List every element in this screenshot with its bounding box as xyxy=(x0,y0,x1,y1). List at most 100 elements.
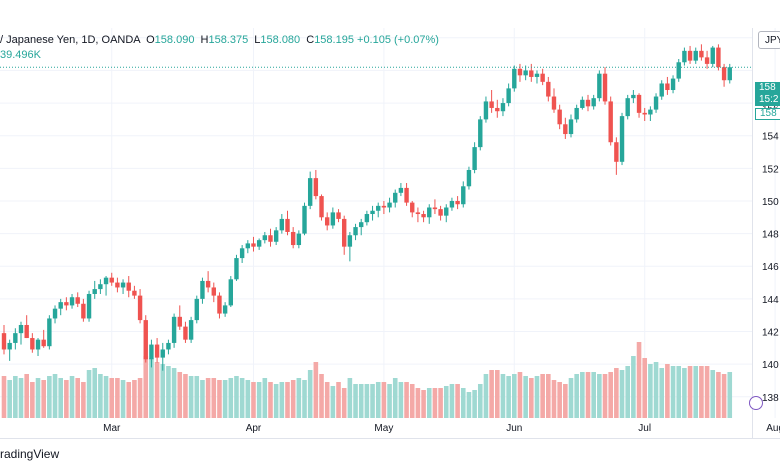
auto-scale-icon[interactable] xyxy=(749,396,763,410)
candle-body xyxy=(438,209,443,216)
volume-bar xyxy=(398,382,404,418)
volume-bar xyxy=(302,380,307,418)
candle-body xyxy=(461,186,466,205)
volume-bar xyxy=(7,380,12,418)
candle-body xyxy=(710,47,715,64)
legend-ohlc: / Japanese Yen, 1D, OANDA O158.090 H158.… xyxy=(0,34,439,46)
last-price-label: 158 xyxy=(755,82,780,94)
candle-body xyxy=(472,147,477,170)
volume-bar xyxy=(81,382,86,418)
volume-bar xyxy=(466,392,472,418)
high-value: 158.375 xyxy=(208,34,249,46)
candle-body xyxy=(614,142,619,162)
volume-bar xyxy=(143,356,149,418)
volume-bar xyxy=(262,378,268,418)
candle-body xyxy=(324,217,330,226)
candle-body xyxy=(574,107,579,120)
candle-body xyxy=(183,326,188,340)
volume-bar xyxy=(307,370,313,418)
volume-bar xyxy=(523,376,528,418)
volume-bar xyxy=(1,376,7,418)
candle-body xyxy=(211,287,216,296)
candle-body xyxy=(665,83,670,91)
volume-bar xyxy=(557,382,562,418)
close-label: C xyxy=(306,34,315,46)
volume-bar xyxy=(426,388,432,418)
volume-bar xyxy=(506,376,511,418)
y-tick-label: 140 xyxy=(762,360,779,371)
y-tick-label: 144 xyxy=(762,295,779,306)
candle-body xyxy=(478,119,483,148)
volume-bar xyxy=(489,370,494,418)
volume-bar xyxy=(200,380,205,418)
volume-bar xyxy=(591,372,596,418)
candle-body xyxy=(449,200,455,208)
candle-body xyxy=(387,202,392,208)
candle-body xyxy=(727,67,732,81)
candle-body xyxy=(444,207,449,216)
volume-bar xyxy=(273,384,279,418)
volume-bar xyxy=(460,388,466,418)
volume-bar xyxy=(86,370,92,418)
candle-body xyxy=(194,298,199,321)
candle-body xyxy=(563,124,568,135)
open-value: 158.090 xyxy=(154,34,195,46)
candle-body xyxy=(676,62,681,79)
x-tick-label: Jul xyxy=(638,423,651,434)
volume-bar xyxy=(35,378,41,418)
volume-bar xyxy=(699,366,704,418)
candle-body xyxy=(41,339,46,347)
grid-lines xyxy=(0,28,780,439)
candle-body xyxy=(500,103,506,112)
volume-bar xyxy=(512,374,517,418)
candle-body xyxy=(597,73,602,99)
volume-bar xyxy=(551,380,557,418)
volume-bar xyxy=(24,374,29,418)
candle-body xyxy=(205,280,211,288)
volume-bar xyxy=(98,374,103,418)
volume-bar xyxy=(529,378,534,418)
tradingview-logo[interactable]: radingView xyxy=(0,447,60,461)
time-axis[interactable]: Mar Apr May Jun Jul Aug xyxy=(103,423,780,434)
candle-body xyxy=(642,112,647,115)
volume-bar xyxy=(381,382,387,418)
volume-bar xyxy=(319,374,324,418)
candle-body xyxy=(24,324,29,339)
volume-bar xyxy=(13,376,18,418)
candle-body xyxy=(376,205,381,211)
volume-bar xyxy=(540,374,545,418)
candle-body xyxy=(699,50,704,58)
volume-bar xyxy=(602,374,608,418)
change-value: +0.105 (+0.07%) xyxy=(357,34,439,46)
symbol-title: / Japanese Yen, 1D, OANDA xyxy=(0,34,141,46)
candle-body xyxy=(591,98,596,107)
y-tick-label: 152 xyxy=(762,164,779,175)
candle-body xyxy=(268,235,273,242)
candle-body xyxy=(92,289,97,294)
candle-body xyxy=(58,302,63,309)
volume-bar xyxy=(160,364,166,418)
candle-body xyxy=(398,187,404,193)
candle-body xyxy=(30,338,35,350)
volume-bar xyxy=(194,376,200,418)
prev-close-label: 158 xyxy=(755,108,780,120)
candle-body xyxy=(222,305,228,314)
candle-body xyxy=(52,308,58,319)
candles xyxy=(1,44,732,371)
candle-body xyxy=(98,284,103,290)
volume-bar xyxy=(455,384,460,418)
high-label: H xyxy=(200,34,209,46)
volume-bar xyxy=(421,390,426,418)
volume-bar xyxy=(268,382,273,418)
volume-bar xyxy=(285,382,290,418)
currency-button[interactable]: JPY xyxy=(758,31,780,49)
candle-body xyxy=(330,212,336,226)
volume-bar xyxy=(211,378,217,418)
candle-body xyxy=(381,205,387,208)
y-tick-label: 154 xyxy=(762,132,779,143)
volume-bar xyxy=(409,384,415,418)
candle-body xyxy=(410,202,415,213)
candle-body xyxy=(693,50,698,61)
candle-body xyxy=(546,81,551,97)
volume-bar xyxy=(631,356,636,418)
